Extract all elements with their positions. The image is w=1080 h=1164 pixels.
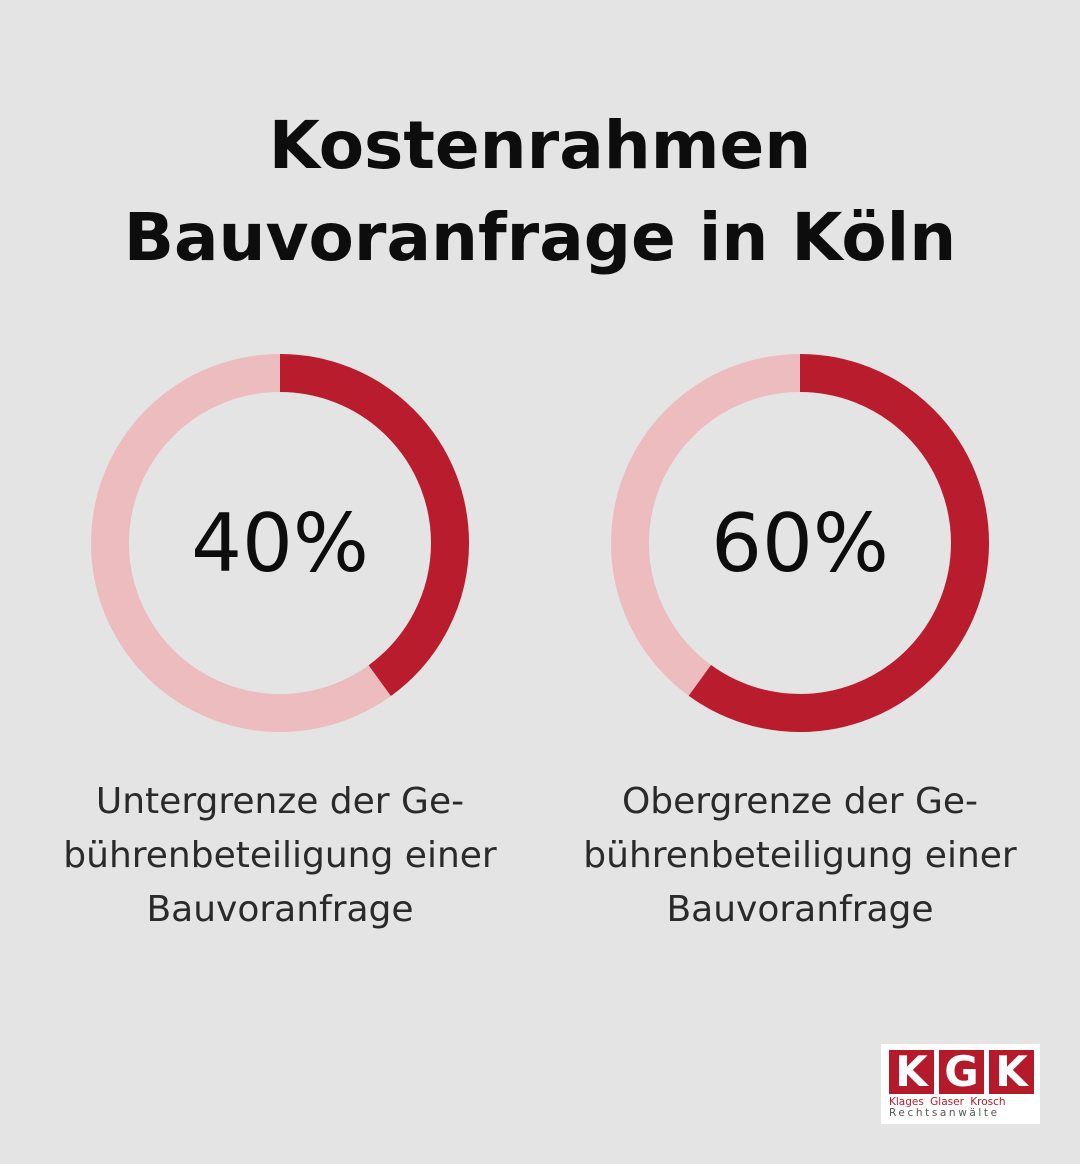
caption-line: Bauvoranfrage [146,889,414,930]
title-line-2: Bauvoranfrage in Köln [123,199,957,276]
caption-line: bührenbeteiligung einer [63,835,497,876]
kgk-logo: K G K Klages Glaser Krosch Rechtsanwälte [881,1044,1040,1124]
title-line-1: Kostenrahmen [268,107,812,184]
donut-svg-lower [91,354,469,732]
caption-upper-limit: Obergrenze der Ge- bührenbeteiligung ein… [540,775,1060,937]
caption-lower-limit: Untergrenze der Ge- bührenbeteiligung ei… [20,775,540,937]
donut-chart-lower-limit: 40% [91,354,469,732]
logo-letter-g: G [939,1050,984,1094]
caption-line: Untergrenze der Ge- [95,781,465,822]
logo-letters: K G K [889,1050,1034,1094]
logo-subtitle: Rechtsanwälte [889,1107,1000,1119]
donut-svg-upper [611,354,989,732]
donut-percent-label: 60% [711,496,889,590]
logo-letter-k1: K [889,1050,934,1094]
page-title: Kostenrahmen Bauvoranfrage in Köln [0,100,1080,284]
donut-percent-label: 40% [191,496,369,590]
donut-value-arc [611,354,989,732]
caption-line: bührenbeteiligung einer [583,835,1017,876]
donut-chart-upper-limit: 60% [611,354,989,732]
caption-line: Bauvoranfrage [666,889,934,930]
logo-names: Klages Glaser Krosch [889,1096,1006,1108]
caption-line: Obergrenze der Ge- [621,781,979,822]
logo-letter-k2: K [989,1050,1034,1094]
donut-value-arc [91,354,469,732]
